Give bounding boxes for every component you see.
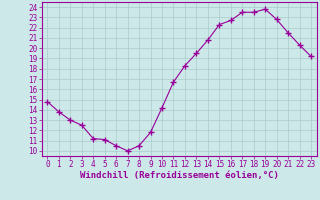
X-axis label: Windchill (Refroidissement éolien,°C): Windchill (Refroidissement éolien,°C) xyxy=(80,171,279,180)
